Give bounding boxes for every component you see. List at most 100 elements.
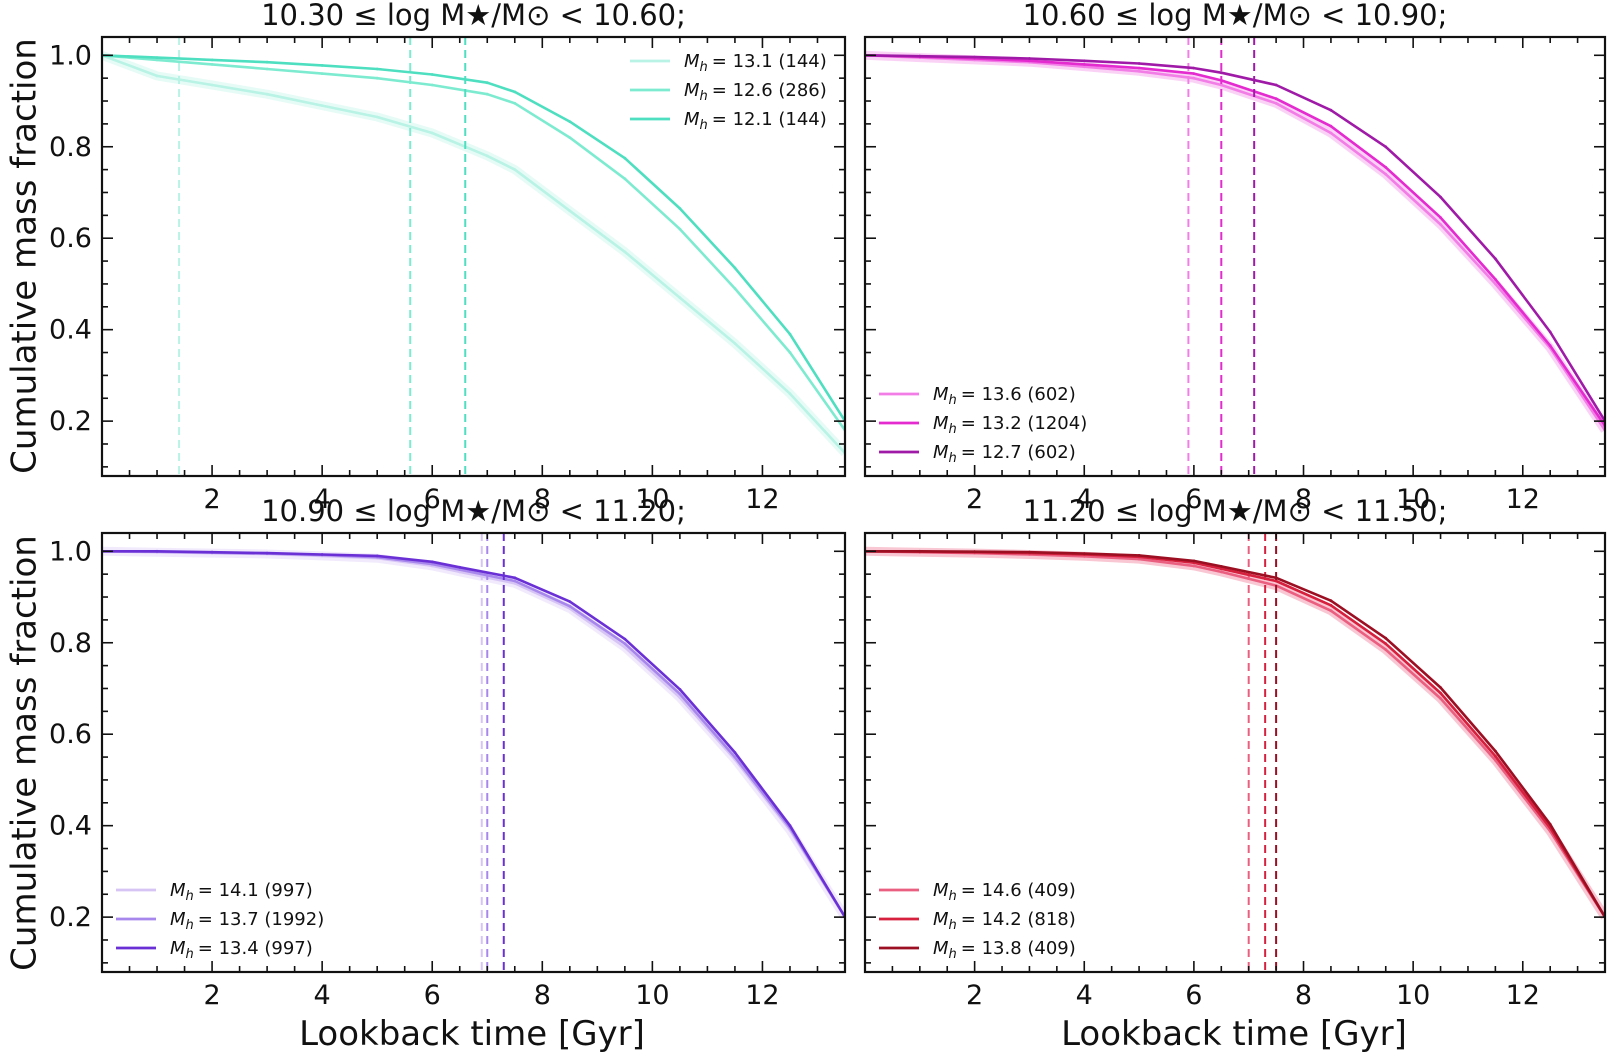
x-tick-label: 10: [635, 484, 669, 515]
series-2-point: [513, 101, 517, 105]
x-tick-label: 2: [203, 484, 220, 515]
series-2-point: [1274, 579, 1278, 583]
legend-entry: Mh = 13.2 (1204): [933, 413, 1087, 437]
legend-label: = 13.1 (144): [712, 51, 827, 72]
series-2-point: [623, 642, 627, 646]
series-1-point: [733, 342, 737, 345]
legend: Mh = 14.6 (409) Mh = 14.2 (818) Mh = 13.8 (40…: [879, 880, 1076, 962]
series-2-point: [320, 72, 324, 75]
x-axis-label-right: Lookback time [Gyr]: [1061, 1014, 1407, 1054]
panel-title: 11.20 ≤ log M★/M⊙ < 11.50;: [1023, 494, 1448, 528]
series-1-point: [788, 392, 792, 396]
series-1-point: [458, 570, 462, 574]
y-tick-label: 0.8: [49, 628, 92, 659]
legend-label: = 13.4 (997): [198, 938, 313, 959]
x-tick-label: 8: [534, 980, 551, 1011]
series-3-point: [678, 207, 682, 210]
series-1-point: [1137, 69, 1141, 73]
series-1-point: [1439, 223, 1442, 226]
series-2-point: [1494, 278, 1497, 281]
legend: Mh = 14.1 (997) Mh = 13.7 (1992) Mh = 13.4 (9…: [116, 880, 324, 962]
series-line-1: [865, 54, 1605, 432]
series-3-point: [973, 55, 976, 59]
legend-label: = 13.6 (602): [961, 384, 1076, 405]
series-3-point: [1137, 62, 1141, 65]
axes-frame: [863, 531, 1607, 974]
series-3-point: [1192, 559, 1196, 563]
x-tick-label: 4: [314, 980, 331, 1011]
series-3-point: [1439, 195, 1442, 199]
x-axis-label-left: Lookback time [Gyr]: [299, 1014, 645, 1054]
series-3-point: [1329, 599, 1333, 603]
x-tick-label: 4: [1076, 980, 1093, 1011]
legend-mh-subscript: h: [949, 451, 957, 466]
series-2-point: [430, 83, 434, 87]
legend-label: = 14.2 (818): [961, 909, 1076, 930]
plot-area: [865, 37, 1605, 476]
series-1-point: [1439, 697, 1442, 700]
series-1-point: [375, 115, 379, 119]
series-1-point: [1219, 83, 1223, 87]
series-1-point: [265, 92, 269, 96]
series-1-point: [1494, 758, 1497, 762]
legend-entry: Mh = 13.7 (1992): [170, 909, 324, 933]
series-3-point: [210, 58, 214, 62]
legend-mh-subscript: h: [186, 918, 194, 933]
legend-label: = 12.6 (286): [712, 80, 827, 101]
x-tick-label: 8: [534, 484, 551, 515]
legend-mh-symbol: M: [170, 938, 186, 959]
series-2-point: [210, 63, 214, 66]
series-3-point: [1384, 145, 1388, 149]
legend-mh-subscript: h: [949, 889, 957, 904]
legend-mh-symbol: M: [684, 51, 700, 72]
legend-mh-subscript: h: [949, 393, 957, 408]
legend-label: = 14.1 (997): [198, 880, 313, 901]
series-3-point: [973, 550, 976, 554]
series-1-point: [210, 83, 214, 87]
series-1-point: [1384, 172, 1388, 176]
series-line-3: [865, 549, 1605, 918]
x-tick-label: 6: [424, 980, 441, 1011]
series-3-point: [1439, 686, 1442, 689]
series-line-1: [865, 550, 1605, 918]
legend-mh-subscript: h: [186, 947, 194, 962]
series-2-point: [513, 579, 517, 583]
series-line-3: [102, 549, 845, 918]
x-tick-label: 2: [966, 980, 983, 1011]
x-tick-label: 8: [1295, 484, 1312, 515]
legend-label: = 12.7 (602): [961, 442, 1076, 463]
legend-label: = 13.2 (1204): [961, 413, 1087, 434]
series-2-point: [733, 287, 737, 290]
series-1-point: [155, 74, 159, 78]
series-2-point: [1219, 567, 1223, 571]
series-1-point: [1329, 131, 1333, 135]
series-2-point: [1384, 165, 1388, 169]
series-1-point: [430, 131, 434, 135]
y-tick-label: 0.2: [49, 902, 92, 933]
y-axis-label-bottom: Cumulative mass fraction: [5, 535, 45, 971]
series-3-point: [918, 54, 922, 58]
legend-mh-symbol: M: [933, 413, 949, 434]
legend-entry: Mh = 12.7 (602): [933, 442, 1076, 466]
series-3-point: [1082, 59, 1086, 63]
series-3-point: [430, 73, 434, 76]
legend-mh-subscript: h: [949, 422, 957, 437]
series-2-point: [678, 692, 682, 696]
legend-mh-symbol: M: [933, 909, 949, 930]
series-2-point: [733, 755, 737, 759]
series-line-2: [865, 54, 1605, 427]
x-tick-label: 4: [314, 484, 331, 515]
plot-area: [865, 533, 1605, 972]
panel-title: 10.30 ≤ log M★/M⊙ < 10.60;: [261, 0, 686, 32]
panel-title: 10.90 ≤ log M★/M⊙ < 11.20;: [261, 494, 686, 528]
legend-label: = 12.1 (144): [712, 109, 827, 130]
ticks: [102, 37, 845, 476]
series-1-point: [1192, 564, 1196, 568]
series-1-point: [678, 696, 682, 699]
series-3-point: [320, 64, 324, 67]
x-tick-label: 6: [1185, 484, 1202, 515]
series-3-point: [623, 156, 627, 160]
series-3-point: [918, 549, 922, 553]
series-3-point: [210, 550, 214, 554]
panels: 10.30 ≤ log M★/M⊙ < 10.60; 2 4 6 8 10 12 0.2 0.4…: [49, 0, 1607, 1011]
